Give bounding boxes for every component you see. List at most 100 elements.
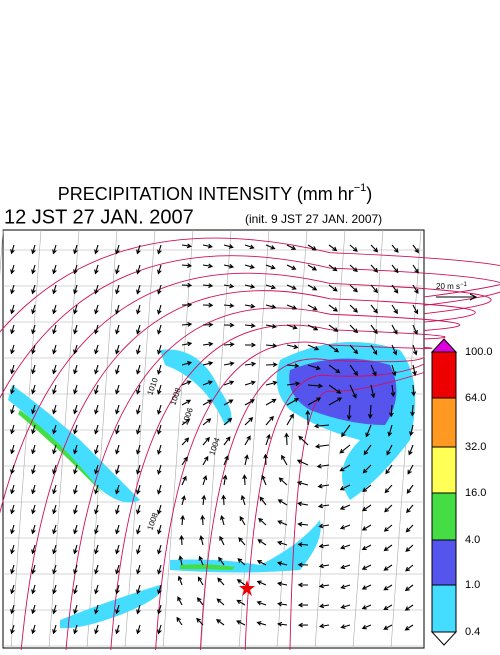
wind-arrow bbox=[136, 404, 141, 415]
wind-arrow bbox=[202, 302, 214, 308]
wind-arrow bbox=[31, 404, 36, 415]
wind-arrow bbox=[31, 584, 36, 595]
wind-arrow bbox=[10, 284, 15, 295]
wind-arrow bbox=[223, 283, 235, 289]
wind-arrow bbox=[181, 243, 192, 249]
wind-arrow bbox=[73, 504, 78, 515]
wind-arrow bbox=[240, 494, 246, 506]
isobar bbox=[199, 355, 425, 651]
wind-arrow bbox=[73, 424, 78, 435]
wind-arrow bbox=[31, 624, 36, 635]
wind-arrow bbox=[31, 484, 36, 495]
wind-arrow bbox=[258, 517, 267, 526]
wind-arrow bbox=[265, 323, 277, 329]
wind-arrow bbox=[265, 264, 276, 270]
wind-arrow bbox=[387, 424, 393, 437]
wind-arrow bbox=[361, 504, 372, 512]
wind-arrow bbox=[349, 384, 357, 399]
wind-arrow bbox=[349, 284, 358, 293]
wind-arrow bbox=[157, 544, 162, 555]
wind-arrow bbox=[256, 600, 267, 606]
wind-arrow bbox=[307, 344, 320, 351]
wind-arrow bbox=[328, 364, 341, 374]
wind-arrow bbox=[217, 577, 225, 586]
wind-arrow bbox=[202, 322, 214, 328]
wind-arrow bbox=[202, 455, 209, 466]
wind-arrow bbox=[341, 424, 351, 438]
wind-arrow bbox=[136, 284, 141, 295]
wind-arrow bbox=[349, 324, 359, 334]
wind-arrow bbox=[406, 504, 414, 514]
wind-arrow bbox=[94, 564, 99, 575]
wind-arrow bbox=[286, 344, 299, 350]
wind-arrow bbox=[181, 322, 193, 327]
wind-arrow bbox=[383, 624, 393, 630]
wind-arrow bbox=[115, 544, 120, 555]
precipitation-area bbox=[170, 520, 321, 573]
wind-arrow bbox=[73, 524, 78, 535]
wind-arrow bbox=[94, 624, 99, 635]
precipitation-area bbox=[8, 385, 140, 503]
wind-arrow bbox=[328, 397, 343, 406]
isobar bbox=[244, 363, 425, 651]
wind-arrow bbox=[73, 544, 78, 555]
wind-arrow bbox=[265, 362, 278, 368]
wind-arrow bbox=[73, 364, 78, 375]
wind-arrow bbox=[52, 344, 57, 355]
wind-arrow bbox=[314, 443, 330, 449]
grid-line bbox=[124, 229, 156, 649]
precipitation-area bbox=[18, 410, 104, 495]
wind-arrow bbox=[370, 284, 379, 294]
wind-arrow bbox=[181, 437, 190, 446]
colorbar-segment bbox=[431, 446, 457, 494]
wind-arrow bbox=[202, 399, 213, 406]
wind-arrow bbox=[367, 404, 373, 419]
wind-arrow bbox=[220, 514, 225, 526]
wind-arrow bbox=[223, 399, 234, 406]
wind-arrow bbox=[10, 404, 15, 415]
wind-arrow bbox=[31, 264, 36, 275]
wind-arrow bbox=[115, 504, 120, 515]
wind-arrow bbox=[318, 563, 330, 569]
wind-arrow bbox=[94, 364, 99, 375]
wind-arrow bbox=[349, 244, 358, 252]
wind-arrow bbox=[181, 418, 191, 426]
wind-arrow bbox=[370, 244, 379, 253]
isobar bbox=[0, 255, 500, 399]
wind-arrow bbox=[52, 404, 57, 415]
wind-arrow bbox=[94, 504, 99, 515]
colorbar-label: 16.0 bbox=[465, 487, 486, 499]
wind-arrow bbox=[94, 524, 99, 535]
wind-arrow bbox=[31, 384, 36, 395]
wind-arrow bbox=[263, 453, 269, 466]
grid-line bbox=[86, 229, 118, 649]
wind-arrow bbox=[202, 341, 214, 347]
wind-arrow bbox=[236, 620, 246, 626]
wind-arrow bbox=[316, 463, 330, 469]
wind-arrow bbox=[157, 524, 162, 535]
wind-arrow bbox=[94, 284, 99, 295]
wind-arrow bbox=[244, 454, 249, 466]
wind-arrow bbox=[136, 484, 141, 495]
wind-arrow bbox=[94, 584, 99, 595]
wind-arrow bbox=[237, 558, 246, 566]
wind-arrow bbox=[405, 524, 414, 533]
wind-arrow bbox=[115, 524, 120, 535]
wind-arrow bbox=[340, 604, 351, 609]
wind-arrow bbox=[181, 263, 193, 268]
wind-arrow bbox=[73, 444, 78, 455]
wind-arrow bbox=[31, 564, 36, 575]
wind-arrow bbox=[361, 624, 372, 630]
wind-arrow bbox=[136, 524, 141, 535]
wind-arrow bbox=[328, 324, 339, 332]
wind-arrow bbox=[31, 304, 36, 315]
wind-arrow bbox=[307, 244, 317, 251]
colorbar-segment bbox=[431, 539, 457, 586]
wind-arrow bbox=[412, 284, 419, 294]
wind-arrow bbox=[391, 324, 398, 335]
wind-arrow bbox=[286, 244, 297, 250]
wind-arrow bbox=[52, 484, 57, 495]
wind-arrow bbox=[73, 464, 78, 475]
wind-arrow bbox=[157, 464, 162, 475]
